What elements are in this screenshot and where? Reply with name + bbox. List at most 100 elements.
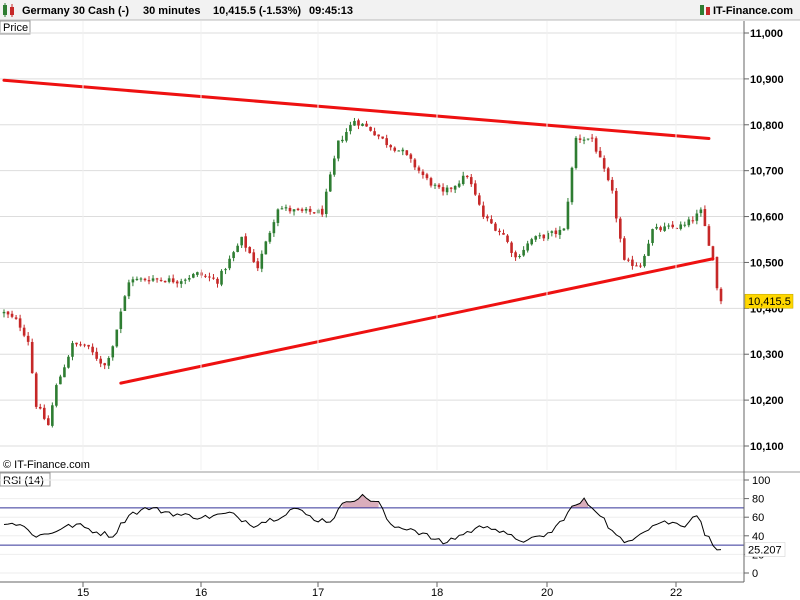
candle-body (240, 236, 243, 246)
candle-body (244, 236, 247, 248)
candle-body (192, 274, 195, 278)
candle-body (425, 174, 429, 179)
candle-body (296, 208, 300, 211)
candle-body (276, 209, 280, 223)
price-tick-label: 10,200 (750, 395, 784, 407)
candle-body (361, 123, 364, 126)
rsi-tick-label: 100 (752, 475, 770, 487)
candle-body (683, 224, 687, 226)
candle-body (320, 208, 324, 215)
last-price-box (744, 293, 794, 309)
candle-body (6, 311, 10, 315)
candle-body (687, 219, 691, 226)
candle-body (248, 247, 252, 254)
candle-body (707, 226, 711, 246)
candle-body (578, 138, 582, 141)
candle-body (183, 279, 187, 281)
candle-body (204, 275, 207, 277)
candle-body (494, 223, 497, 231)
price-tick-label: 10,800 (750, 120, 784, 132)
candle-body (671, 224, 674, 228)
candle-body (51, 405, 54, 426)
candle-body (679, 224, 683, 229)
candle-body (570, 167, 574, 203)
candle-body (260, 253, 264, 269)
rsi-overbought-area (342, 494, 379, 508)
rsi-tick-label: 0 (752, 568, 758, 580)
candle-body (163, 280, 167, 283)
price-tick-label: 10,700 (750, 166, 784, 178)
candle-body (582, 139, 586, 141)
price-panel-tab[interactable] (0, 20, 31, 35)
candle-body (284, 207, 288, 209)
rsi-tick-label: 60 (752, 512, 764, 524)
candle-body (486, 216, 489, 219)
candle-body (47, 418, 50, 426)
candle-body (349, 125, 352, 132)
candle-body (288, 207, 292, 212)
candle-body (208, 276, 211, 278)
candle-body (304, 208, 308, 211)
candle-body (397, 150, 401, 152)
candle-body (598, 150, 602, 158)
price-gridlines (0, 32, 744, 447)
candle-body (216, 278, 219, 284)
candle-body (300, 209, 304, 211)
time-tick-label: 22 (670, 587, 682, 599)
candle-body (574, 137, 578, 168)
candle-body (538, 235, 542, 237)
candle-body (55, 385, 58, 406)
candle-body (22, 327, 26, 336)
price-tick-label: 10,900 (750, 74, 784, 86)
watermark: © IT-Finance.com (3, 459, 90, 471)
candle-body (663, 226, 666, 231)
candle-body (131, 279, 135, 283)
candle-body (506, 235, 509, 242)
candle-body (75, 342, 78, 345)
candle-body (691, 220, 695, 222)
candle-body (490, 219, 493, 224)
time-tick-label: 18 (431, 587, 443, 599)
candle-body (409, 154, 413, 159)
candle-body (482, 205, 485, 217)
candle-body (421, 171, 425, 176)
rsi-panel-label: RSI (14) (3, 475, 44, 487)
candle-body (353, 120, 356, 126)
candle-body (143, 278, 147, 281)
candle-body (34, 373, 38, 407)
candle-body (377, 134, 380, 137)
candle-body (308, 208, 312, 212)
time-tick-label: 15 (77, 587, 89, 599)
candle-body (619, 218, 622, 239)
candle-body (167, 278, 171, 282)
header-bar (0, 0, 800, 20)
candle-body (111, 346, 115, 358)
candle-body (272, 222, 276, 234)
candle-body (115, 329, 119, 347)
brand[interactable]: IT-Finance.com (700, 5, 793, 17)
candle-body (441, 187, 445, 192)
candle-body (631, 259, 634, 266)
candle-body (171, 278, 175, 283)
candle-body (413, 159, 417, 168)
candle-body (643, 255, 646, 267)
candle-body (405, 150, 409, 155)
candle-body (107, 358, 111, 366)
candle-body (159, 279, 163, 281)
candle-body (18, 318, 22, 328)
candle-body (546, 233, 550, 239)
candle-body (10, 313, 14, 317)
candle-body (659, 227, 662, 231)
candle-body (59, 376, 62, 385)
candle-body (268, 232, 272, 242)
rsi-bands (0, 507, 744, 546)
candle-body (522, 249, 525, 256)
rsi-last-label: 25.207 (748, 545, 782, 557)
time-tick-label: 16 (195, 587, 207, 599)
candle-body (715, 256, 719, 289)
candle-body (433, 184, 437, 186)
candle-body (324, 191, 328, 214)
candle-body (256, 261, 260, 269)
candle-body (473, 183, 477, 195)
